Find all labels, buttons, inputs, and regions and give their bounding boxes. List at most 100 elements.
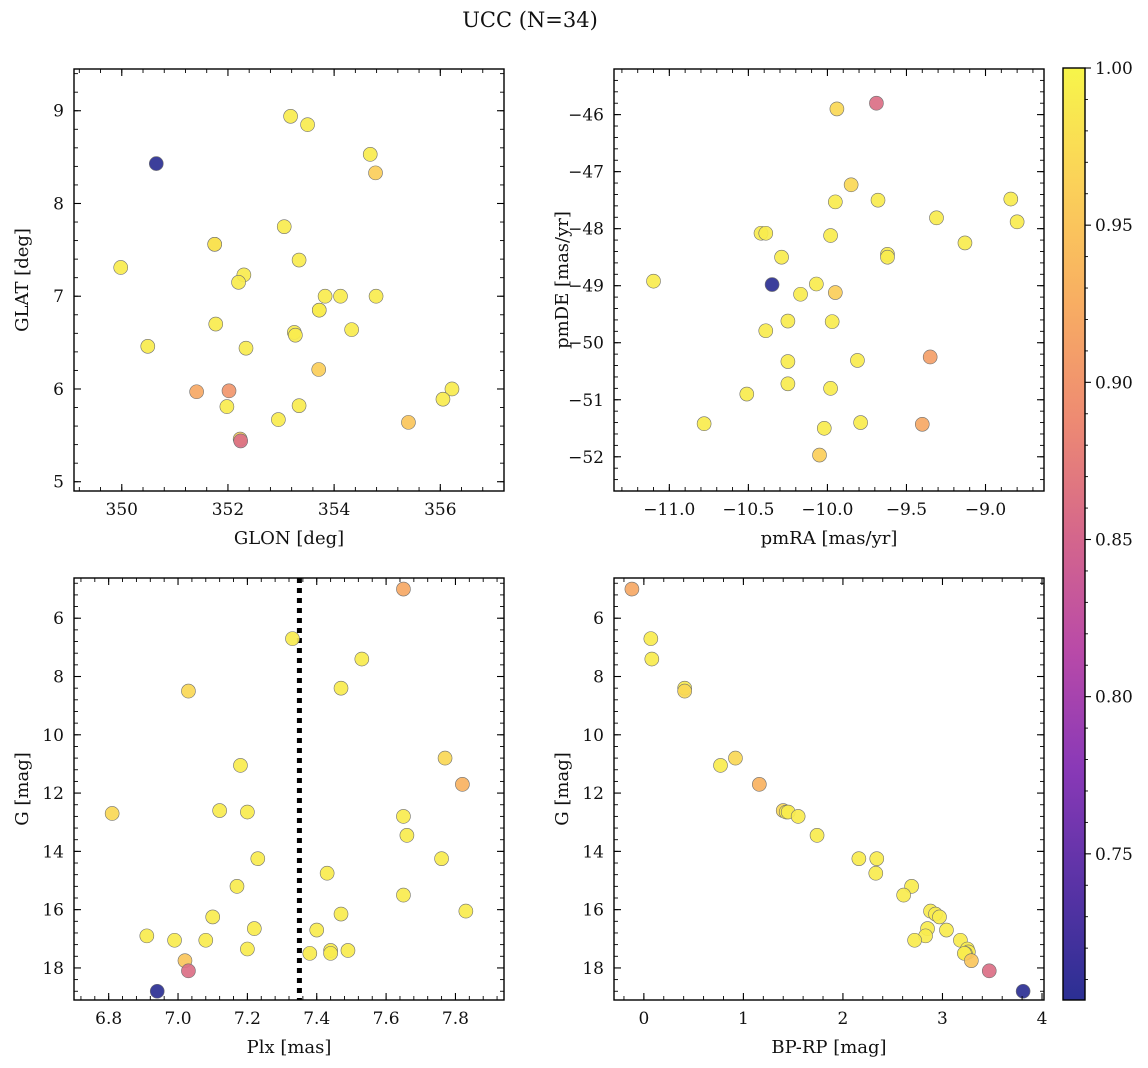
y-tick-label: −49 (568, 277, 604, 297)
x-axis-label: Plx [mas] (247, 1037, 332, 1058)
scatter-point (181, 963, 196, 979)
scatter-point (790, 809, 806, 824)
y-tick-label: −46 (568, 106, 604, 126)
y-tick-label: 16 (42, 901, 64, 921)
scatter-point (362, 147, 378, 162)
panel-pmra-pmde: −11.0 −10.5 −10.0 −9.5 −9.0 −52 −51 −50 −49 −48 −4… (552, 68, 1045, 549)
x-axis-label: GLON [deg] (234, 528, 344, 549)
scatter-point (624, 581, 640, 597)
y-tick-label: 6 (53, 609, 64, 629)
scatter-point (713, 758, 728, 773)
scatter-point (113, 260, 129, 275)
y-tick-label: 9 (53, 102, 64, 122)
x-axis-label: pmRA [mas/yr] (761, 528, 898, 549)
scatter-point (853, 415, 868, 430)
scatter-point (869, 95, 884, 111)
x-tick-label: −11.0 (643, 500, 695, 520)
scatter-point (233, 758, 248, 773)
scatter-point (283, 109, 298, 124)
scatter-point (828, 194, 843, 210)
y-axis-label: G [mag] (552, 752, 573, 825)
colorbar-fill (1063, 68, 1085, 1000)
scatter-point (444, 381, 460, 397)
scatter-point (149, 983, 165, 999)
scatter-point (644, 651, 660, 667)
scatter-point (104, 806, 120, 821)
scatter-point (368, 288, 384, 304)
scatter-point (205, 909, 221, 925)
scatter-point (311, 362, 327, 377)
scatter-point (221, 383, 237, 399)
scatter-point (932, 909, 947, 925)
scatter-point (233, 433, 248, 449)
scatter-point (368, 165, 383, 181)
scatter-point (344, 322, 359, 337)
scatter-point (809, 828, 825, 843)
scatter-point (869, 851, 885, 866)
x-tick-label: 356 (424, 500, 456, 520)
colorbar-tick-label: 0.95 (1095, 216, 1133, 236)
y-tick-label: 10 (582, 726, 604, 746)
x-tick-label: 3 (937, 1009, 948, 1029)
scatter-point (870, 192, 886, 208)
scatter-point (250, 851, 266, 866)
scatter-point (728, 750, 743, 766)
scatter-point (868, 865, 884, 881)
colorbar-ticks: 0.75 0.80 0.85 0.90 0.95 1.00 (1085, 59, 1133, 981)
scatter-point (764, 277, 780, 292)
x-tick-label: 4 (1037, 1009, 1048, 1029)
y-tick-label: 6 (593, 609, 604, 629)
x-tick-label: 354 (318, 500, 350, 520)
x-tick-label: −10.0 (801, 500, 853, 520)
scatter-point (816, 420, 832, 436)
y-axis-label: G [mag] (12, 752, 33, 825)
scatter-point (285, 631, 300, 646)
scatter-point (455, 777, 470, 792)
scatter-point (276, 219, 292, 234)
scatter-point (229, 879, 245, 894)
y-axis-label: pmDE [mas/yr] (552, 211, 573, 349)
scatter-point (333, 288, 348, 304)
x-tick-label: 1 (738, 1009, 749, 1029)
scatter-point (964, 953, 979, 968)
y-tick-label: −47 (568, 163, 604, 183)
scatter-point (311, 302, 327, 318)
y-tick-label: −52 (568, 448, 604, 468)
y-tick-label: 5 (53, 473, 64, 493)
scatter-point (167, 932, 182, 948)
scatter-point (780, 354, 796, 369)
panel-glon-glat: 350 352 354 356 5 6 7 8 9 GLON [deg] GLAT [deg] (12, 68, 505, 549)
x-tick-label: 7.2 (234, 1009, 261, 1029)
scatter-point (758, 225, 774, 241)
axes-frame (613, 577, 1045, 1001)
scatter-point (929, 210, 944, 226)
scatter-point (181, 683, 196, 699)
x-tick-label: 2 (838, 1009, 849, 1029)
scatter-point (880, 249, 895, 265)
scatter-point (809, 276, 824, 292)
x-tick-label: 7.0 (165, 1009, 192, 1029)
scatter-point (317, 288, 333, 304)
axis-ticks: −11.0 −10.5 −10.0 −9.5 −9.0 −52 −51 −50 −49 −48 −4… (568, 68, 1044, 520)
y-tick-label: 8 (593, 668, 604, 688)
scatter-point (396, 581, 411, 597)
scatter-point (139, 928, 155, 944)
scatter-point (823, 381, 838, 396)
scatter-point (780, 313, 796, 329)
scatter-point (812, 447, 827, 463)
axis-ticks: 350 352 354 356 5 6 7 8 9 (53, 69, 505, 520)
y-tick-label: 8 (53, 668, 64, 688)
axis-ticks: 6.8 7.0 7.2 7.4 7.6 7.8 6 8 10 12 14 16 18 (42, 578, 504, 1029)
axes-frame (613, 68, 1045, 492)
scatter-point (758, 323, 774, 339)
y-tick-label: 14 (582, 842, 604, 862)
x-tick-label: 7.8 (442, 1009, 469, 1029)
scatter-point (401, 415, 416, 430)
panel-plx-g: 6.8 7.0 7.2 7.4 7.6 7.8 6 8 10 12 14 16 18 Plx [mas] G… (12, 577, 505, 1058)
scatter-point (914, 416, 930, 432)
colorbar-tick-label: 0.90 (1095, 373, 1133, 393)
scatter-point (399, 828, 415, 843)
x-tick-label: 0 (638, 1009, 649, 1029)
